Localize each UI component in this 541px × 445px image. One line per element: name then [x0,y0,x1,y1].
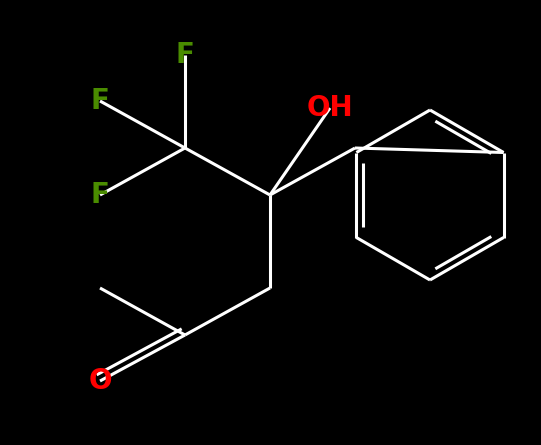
Text: F: F [176,41,194,69]
Text: OH: OH [307,94,353,122]
Text: O: O [88,367,112,395]
Text: F: F [90,87,109,115]
Text: F: F [90,181,109,209]
